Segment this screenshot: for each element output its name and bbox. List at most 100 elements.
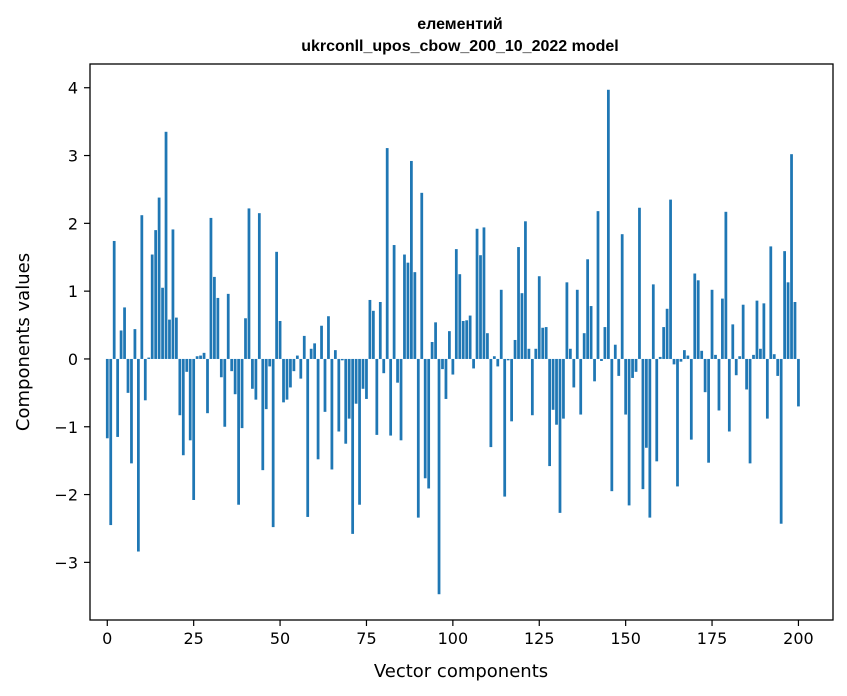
bar (572, 358, 576, 388)
y-tick-label: −3 (54, 553, 78, 572)
bar (302, 335, 306, 359)
bar (261, 358, 265, 471)
bar (399, 358, 403, 441)
y-tick-label: 1 (68, 282, 78, 301)
bar (441, 358, 444, 370)
bar (427, 358, 431, 489)
bar (752, 354, 755, 359)
bar (558, 358, 562, 513)
bar (358, 358, 361, 505)
bar (154, 230, 158, 359)
bar (662, 327, 666, 359)
bar (271, 358, 275, 528)
bar (403, 254, 406, 359)
y-tick-label: 3 (68, 147, 78, 166)
bar (327, 316, 330, 359)
bar (181, 358, 185, 456)
bar (202, 352, 206, 359)
bar (209, 217, 213, 359)
bar (213, 276, 216, 359)
bar (620, 234, 624, 359)
bar (282, 358, 285, 403)
bar (468, 315, 472, 359)
bar (130, 358, 133, 464)
bar (306, 358, 310, 517)
bar (683, 350, 686, 359)
bar (769, 246, 773, 359)
bar (596, 211, 600, 359)
bar (506, 358, 510, 361)
bar (382, 358, 386, 374)
bar (168, 319, 171, 359)
bars-group (105, 89, 800, 595)
bar (178, 358, 182, 416)
bar (143, 358, 147, 401)
bar (437, 358, 441, 595)
bar (275, 251, 278, 359)
bar (254, 358, 258, 400)
bar (544, 327, 548, 359)
bar (651, 284, 655, 359)
bar (119, 330, 123, 359)
bar (624, 358, 628, 415)
bar (226, 293, 230, 359)
bar (565, 282, 569, 359)
bar (510, 358, 513, 422)
bar (289, 358, 292, 388)
bar (465, 320, 469, 359)
bar (416, 358, 420, 518)
bar (479, 255, 482, 359)
bar (655, 358, 659, 462)
y-tick-label: 4 (68, 79, 78, 98)
bar (116, 358, 120, 437)
bar (603, 327, 607, 359)
x-axis-label: Vector components (374, 661, 548, 682)
bar (776, 358, 780, 376)
bar (482, 227, 486, 359)
bar (582, 333, 586, 359)
bar (489, 358, 493, 448)
x-tick-label: 125 (524, 629, 555, 648)
bar (244, 318, 247, 359)
bar (126, 358, 130, 393)
bar (392, 245, 396, 359)
bar (330, 358, 334, 470)
bar (551, 358, 555, 410)
plot-area-frame (89, 63, 834, 621)
bar (606, 89, 610, 359)
bar (492, 356, 496, 359)
bar (759, 348, 762, 359)
bar (613, 344, 617, 359)
bar (793, 302, 797, 359)
bar (779, 358, 783, 524)
bar (700, 350, 704, 359)
bar (316, 358, 320, 460)
bar (195, 356, 199, 359)
bar (738, 356, 742, 359)
bar (786, 282, 790, 359)
bar (268, 358, 272, 367)
bar (755, 300, 759, 359)
bar (185, 358, 189, 372)
bar (192, 358, 196, 500)
bar (689, 358, 693, 440)
bar (157, 197, 161, 359)
x-tick-label: 50 (270, 629, 290, 648)
bar (530, 358, 534, 416)
bar (378, 302, 382, 359)
bar (669, 199, 672, 359)
y-axis-ticks: −3 −2 −1 0 1 2 3 4 (54, 79, 90, 572)
x-axis-ticks: 0 25 50 75 100 125 150 175 200 (102, 620, 814, 648)
bar (199, 355, 202, 359)
bar (406, 262, 410, 359)
bar (555, 358, 558, 425)
bar (109, 358, 113, 526)
y-tick-label: 2 (68, 214, 78, 233)
chart-title-line2: ukrconll_upos_cbow_200_10_2022 model (301, 38, 618, 55)
bar (230, 358, 234, 372)
bar (320, 325, 323, 359)
bar (790, 154, 793, 359)
bar (783, 251, 786, 359)
bar (568, 348, 572, 359)
bar (797, 358, 800, 407)
